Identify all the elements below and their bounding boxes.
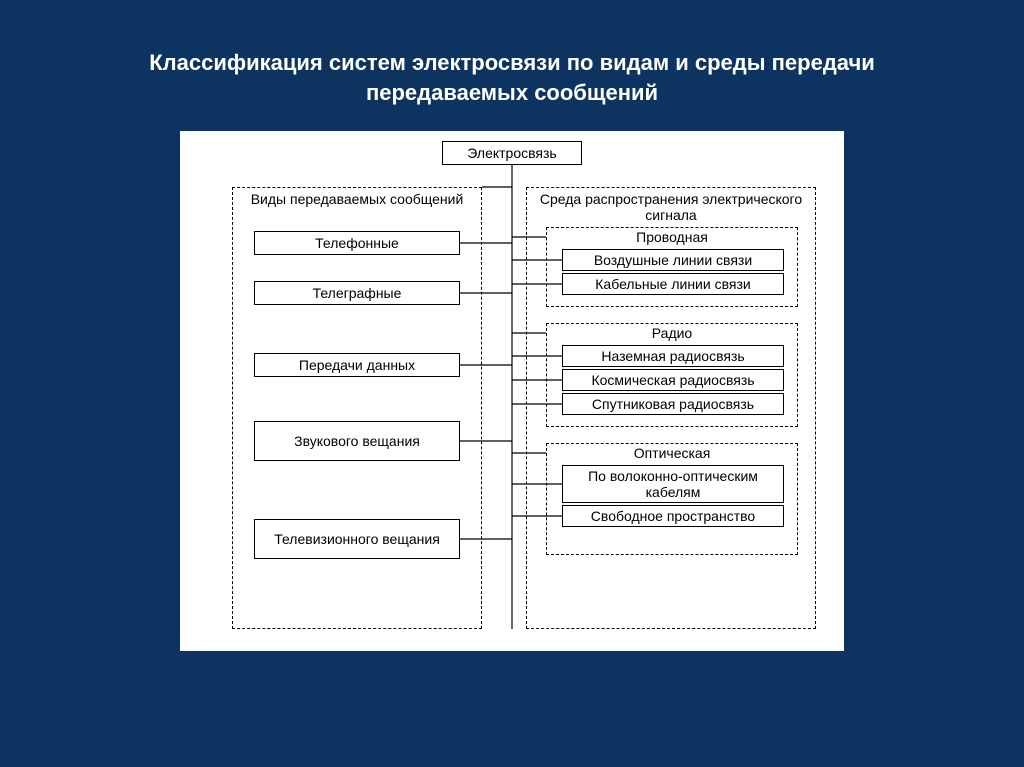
right-subgroup-title-2: Оптическая (546, 445, 798, 465)
right-item-2-0: По волоконно-оптическим кабелям (562, 465, 784, 503)
left-item-3: Звукового вещания (254, 421, 460, 461)
left-item-0: Телефонные (254, 231, 460, 255)
right-group-title: Среда распространения электрического сиг… (526, 191, 816, 229)
right-item-2-1: Свободное пространство (562, 505, 784, 527)
diagram: ЭлектросвязьВиды передаваемых сообщенийТ… (180, 131, 844, 651)
right-item-0-0: Воздушные линии связи (562, 249, 784, 271)
root-node: Электросвязь (442, 141, 582, 165)
left-item-2: Передачи данных (254, 353, 460, 377)
right-item-1-1: Космическая радиосвязь (562, 369, 784, 391)
right-item-1-0: Наземная радиосвязь (562, 345, 784, 367)
right-subgroup-title-0: Проводная (546, 229, 798, 249)
left-item-1: Телеграфные (254, 281, 460, 305)
right-item-0-1: Кабельные линии связи (562, 273, 784, 295)
left-item-4: Телевизионного вещания (254, 519, 460, 559)
left-group-title: Виды передаваемых сообщений (232, 191, 482, 229)
page-title: Классификация систем электросвязи по вид… (0, 0, 1024, 131)
right-item-1-2: Спутниковая радиосвязь (562, 393, 784, 415)
right-subgroup-title-1: Радио (546, 325, 798, 345)
